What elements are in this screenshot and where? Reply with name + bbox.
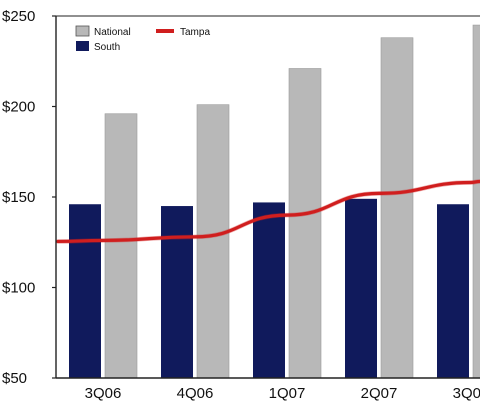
axes-layer: $50 $100 $150 $200 $250 3Q06 4Q06 1Q07 2Q07 3Q07 [2,8,480,402]
bar-south-3Q06 [69,204,101,378]
bar-south-4Q06 [161,206,193,378]
y-tick-label-150: $150 [2,189,35,206]
bar-south-2Q07 [345,198,377,378]
legend-swatch-south [76,41,89,51]
x-tick-label-1Q07: 1Q07 [269,385,306,402]
legend-label-national: National [94,27,131,38]
bar-national-2Q07 [380,37,414,379]
legend-label-tampa: Tampa [180,27,210,38]
legend-label-south: South [94,42,120,53]
x-tick-label-4Q06: 4Q06 [177,385,214,402]
bars-layer [69,24,480,379]
x-tick-label-3Q06: 3Q06 [85,385,122,402]
legend-swatch-national [75,25,90,37]
y-tick-label-50: $50 [2,370,27,387]
bar-national-3Q06 [104,113,138,379]
x-tick-label-2Q07: 2Q07 [361,385,398,402]
legend: National South Tampa [75,25,210,53]
bar-south-1Q07 [253,202,285,378]
tampa-line-layer [55,179,480,244]
bar-south-3Q07 [437,204,469,378]
y-tick-label-250: $250 [2,8,35,25]
bar-national-1Q07 [288,68,322,379]
y-tick-label-100: $100 [2,280,35,297]
x-tick-label-3Q07: 3Q07 [453,385,480,402]
bar-national-3Q07 [472,24,480,379]
y-tick-label-200: $200 [2,99,35,116]
bar-national-4Q06 [196,104,230,379]
